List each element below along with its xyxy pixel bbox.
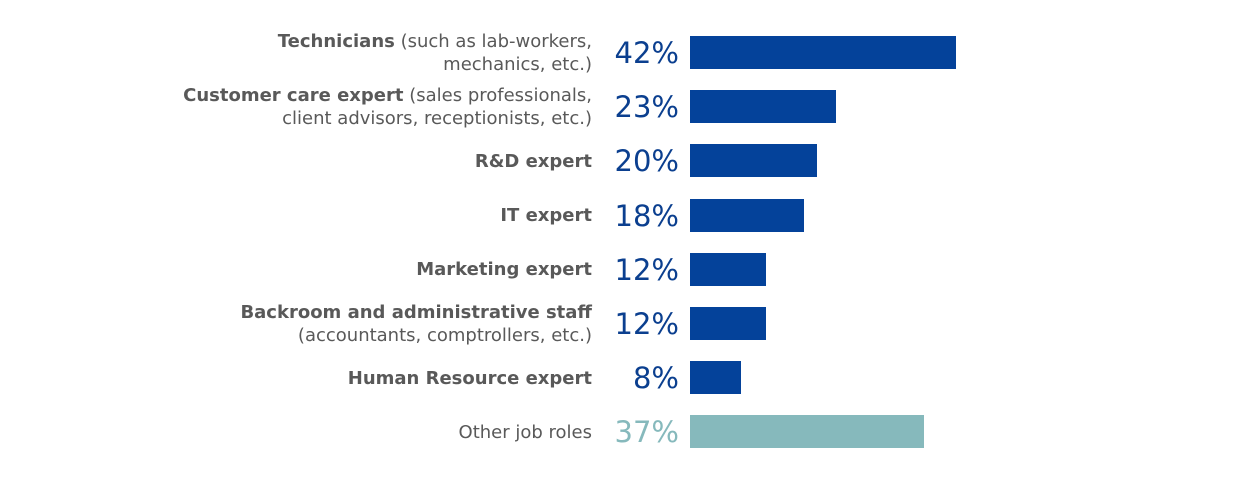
category-label: R&D expert	[32, 134, 592, 188]
chart-row: Human Resource expert 8%	[0, 351, 1257, 405]
category-label: Backroom and administrative staff (accoun…	[32, 297, 592, 351]
bar	[690, 90, 836, 124]
category-name: Technicians	[277, 31, 395, 52]
value-label: 18%	[614, 198, 679, 233]
bar	[690, 361, 741, 395]
bar	[690, 36, 956, 69]
category-label: Customer care expert (sales professional…	[32, 80, 592, 134]
value-label: 42%	[614, 36, 679, 70]
value-label: 37%	[614, 415, 679, 450]
category-label: Human Resource expert	[32, 351, 592, 405]
bar	[690, 144, 817, 178]
chart-row: Technicians (such as lab-workers, mechani…	[0, 26, 1257, 80]
category-name: Customer care expert	[183, 85, 404, 107]
category-detail-line: client advisors, receptionists, etc.)	[282, 108, 592, 130]
value-label: 23%	[614, 90, 679, 125]
category-name: Human Resource expert	[347, 367, 592, 389]
category-label: Marketing expert	[32, 243, 592, 297]
category-label-line: Backroom and administrative staff	[240, 301, 592, 324]
bar	[690, 415, 924, 449]
value-label: 8%	[632, 361, 679, 396]
category-detail-line: mechanics, etc.)	[443, 54, 592, 75]
category-label: Technicians (such as lab-workers, mechani…	[32, 26, 592, 80]
category-label-line: Customer care expert (sales professional…	[183, 84, 592, 107]
category-name: R&D expert	[474, 150, 592, 172]
chart-row: R&D expert 20%	[0, 134, 1257, 188]
category-name: Marketing expert	[416, 259, 592, 281]
chart-row: Backroom and administrative staff (accoun…	[0, 297, 1257, 351]
category-label: IT expert	[32, 189, 592, 243]
category-detail: (such as lab-workers,	[394, 31, 592, 52]
bar	[690, 252, 766, 286]
category-label-line: IT expert	[500, 204, 592, 227]
value-label: 20%	[614, 144, 679, 179]
value-label: 12%	[614, 252, 679, 287]
category-label: Other job roles	[32, 405, 592, 459]
chart-row: Other job roles 37%	[0, 405, 1257, 459]
category-name: Backroom and administrative staff	[240, 302, 592, 323]
category-name: IT expert	[500, 205, 592, 227]
category-label-line: Other job roles	[459, 421, 592, 444]
category-label-line: Technicians (such as lab-workers,	[278, 30, 592, 53]
category-label-line: Marketing expert	[416, 258, 592, 281]
value-label: 12%	[614, 307, 679, 341]
bar	[690, 198, 804, 232]
category-detail: Other job roles	[458, 421, 592, 443]
category-detail-line: (accountants, comptrollers, etc.)	[297, 325, 592, 346]
category-detail: (sales professionals,	[403, 85, 592, 107]
chart-row: IT expert 18%	[0, 189, 1257, 243]
chart-row: Marketing expert 12%	[0, 243, 1257, 297]
chart-row: Customer care expert (sales professional…	[0, 80, 1257, 134]
category-label-line: R&D expert	[475, 150, 592, 173]
bar	[690, 307, 766, 340]
category-label-line: Human Resource expert	[348, 367, 592, 390]
